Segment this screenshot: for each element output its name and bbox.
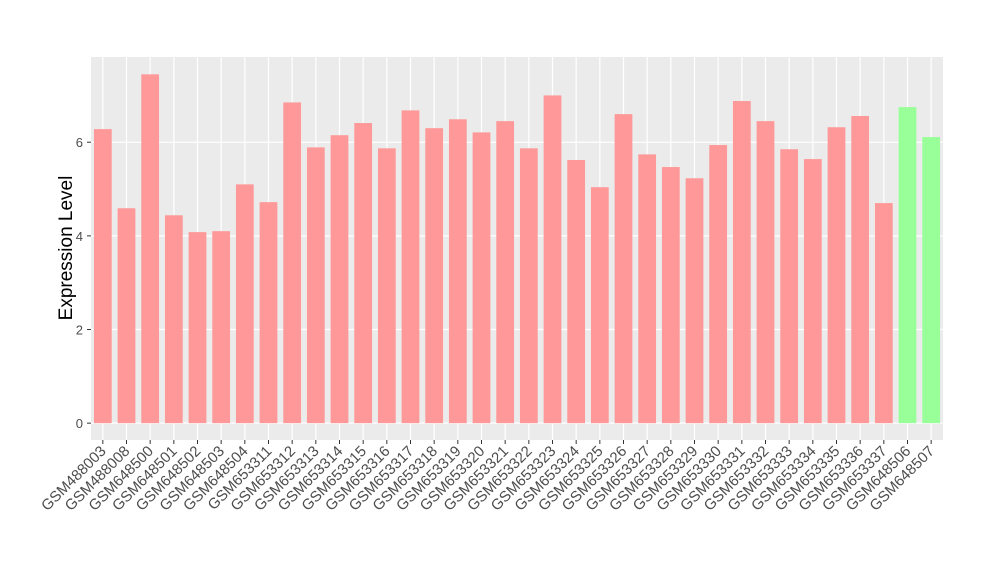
bar: [519, 148, 538, 424]
bar: [543, 95, 562, 424]
bar: [401, 110, 420, 424]
bar: [803, 159, 822, 424]
plot-panel: [91, 57, 943, 440]
bar: [661, 167, 680, 424]
bar: [259, 202, 278, 424]
y-tick-label: 6: [76, 135, 83, 150]
bar: [874, 203, 893, 424]
bar: [141, 74, 160, 424]
bar: [306, 147, 325, 424]
bar: [898, 107, 917, 424]
bar: [330, 135, 349, 424]
bar: [827, 127, 846, 424]
bar: [756, 121, 775, 424]
bar: [117, 208, 136, 424]
bar: [709, 145, 728, 424]
bar: [614, 114, 633, 424]
bar: [93, 129, 112, 424]
y-tick-label: 0: [76, 416, 83, 431]
bar: [638, 154, 657, 424]
bar: [354, 123, 373, 424]
bar: [472, 132, 491, 424]
bar: [496, 121, 515, 424]
y-axis-label: Expression Level: [56, 176, 77, 321]
bar: [188, 232, 207, 424]
bar: [851, 115, 870, 424]
bar: [922, 137, 941, 424]
bar: [567, 160, 586, 424]
bar: [685, 178, 704, 424]
y-tick-label: 4: [76, 229, 83, 244]
bar: [212, 231, 231, 424]
bar: [235, 184, 254, 424]
bar: [448, 119, 467, 424]
bar: [590, 187, 609, 424]
bar: [164, 215, 183, 424]
bar: [425, 128, 444, 424]
bar: [732, 101, 751, 424]
bar: [377, 148, 396, 424]
bar: [283, 102, 302, 424]
y-tick-label: 2: [76, 323, 83, 338]
bar: [780, 149, 799, 424]
